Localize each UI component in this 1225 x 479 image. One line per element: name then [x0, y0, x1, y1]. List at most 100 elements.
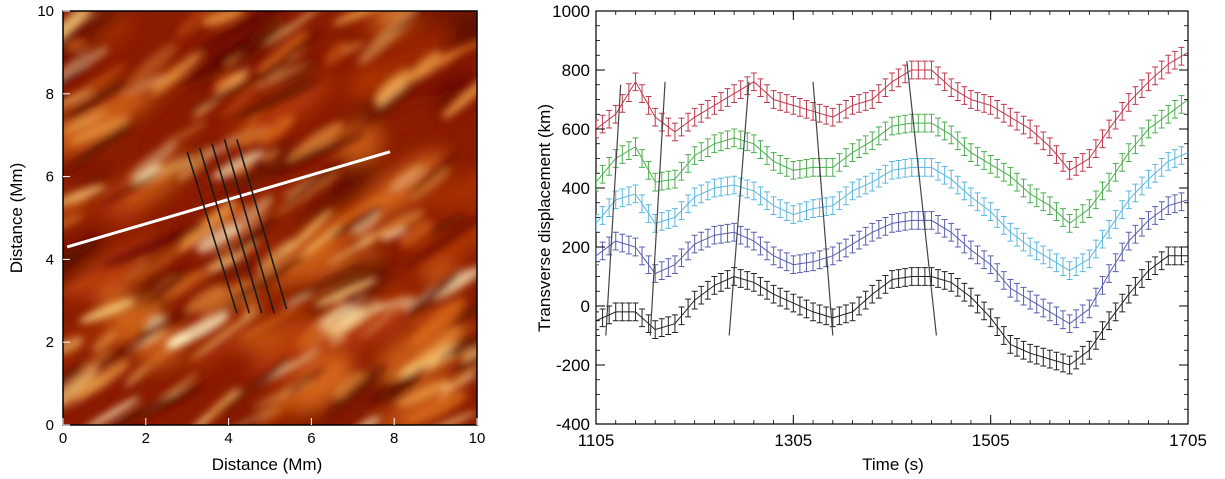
- error-bar: [915, 211, 922, 230]
- plot-x-tick-label: 1505: [972, 431, 1010, 450]
- plot-y-tick-label: 200: [562, 238, 590, 257]
- error-bar: [981, 151, 988, 170]
- error-bar: [691, 234, 698, 254]
- error-bar: [596, 119, 599, 139]
- error-bar: [981, 250, 988, 270]
- error-bar: [967, 287, 974, 307]
- error-bar: [908, 211, 915, 230]
- error-bar: [1165, 196, 1172, 216]
- error-bar: [1119, 242, 1126, 262]
- error-bar: [625, 302, 632, 322]
- error-bar: [862, 290, 869, 310]
- error-bar: [1086, 149, 1093, 168]
- error-bar: [1178, 46, 1185, 66]
- error-bar: [1132, 135, 1139, 155]
- error-bar: [875, 168, 882, 188]
- error-bar: [941, 121, 948, 141]
- plot-x-tick-label: 1705: [1169, 431, 1207, 450]
- error-bar: [678, 117, 685, 137]
- error-bar: [606, 109, 613, 129]
- error-bar: [704, 181, 711, 201]
- error-bar: [1106, 119, 1113, 139]
- error-bar: [711, 178, 718, 198]
- plot-y-tick-label: -200: [556, 356, 590, 375]
- error-bar: [974, 147, 981, 166]
- error-bar: [994, 263, 1001, 282]
- error-bar: [889, 270, 895, 289]
- plot-y-axis-label: Transverse displacement (km): [535, 104, 554, 332]
- error-bar: [842, 148, 849, 167]
- error-bar: [1013, 337, 1020, 357]
- error-bar: [1158, 251, 1165, 271]
- error-bar: [770, 152, 777, 171]
- error-bar: [941, 72, 948, 92]
- error-bar: [698, 184, 705, 204]
- error-bar: [862, 226, 869, 246]
- error-bar: [935, 117, 942, 137]
- error-bar: [619, 302, 626, 322]
- error-bar: [724, 270, 731, 289]
- error-bar: [757, 186, 764, 206]
- error-bar: [1178, 192, 1185, 212]
- error-bar: [691, 290, 698, 310]
- error-bar: [750, 134, 757, 154]
- displacement-series-5: [596, 246, 1188, 375]
- error-bar: [862, 175, 869, 195]
- error-bar: [948, 169, 955, 189]
- error-bar: [849, 234, 856, 254]
- map-y-tick-label: 4: [46, 251, 54, 268]
- error-bar: [882, 217, 889, 236]
- error-bar: [757, 140, 764, 159]
- error-bar: [902, 212, 909, 231]
- displacement-plot-panel: 1105 1305 1505 1705 -400 -200 0 200 400 600 800 100…: [535, 2, 1207, 474]
- error-bar: [1053, 351, 1060, 371]
- error-bar: [810, 158, 817, 177]
- error-bar: [1033, 188, 1040, 208]
- intensity-map-axes: 0 2 4 6 8 10 0 2 4 6 8 10: [37, 3, 485, 447]
- error-bar: [770, 246, 777, 266]
- error-bar: [915, 113, 922, 133]
- error-bar: [1132, 183, 1139, 203]
- intensity-map-panel: 0 2 4 6 8 10 0 2 4 6 8 10 Distance (Mm) Distance (M…: [7, 3, 485, 474]
- error-bar: [915, 60, 922, 80]
- error-bar: [1053, 306, 1060, 326]
- plot-x-tick-label: 1305: [774, 431, 812, 450]
- error-bar: [599, 308, 606, 328]
- error-bar: [829, 158, 836, 177]
- error-bar: [1033, 125, 1040, 145]
- error-bar: [1178, 146, 1185, 165]
- phase-line-3: [728, 81, 750, 336]
- error-bar: [961, 234, 968, 254]
- error-bar: [836, 242, 843, 262]
- cut-line-4: [223, 139, 275, 314]
- error-bar: [625, 83, 632, 102]
- error-bar: [665, 170, 672, 190]
- error-bar: [875, 84, 882, 103]
- error-bar: [665, 258, 672, 277]
- error-bar: [1053, 202, 1060, 221]
- error-bar: [1046, 196, 1053, 216]
- error-bar: [599, 206, 606, 225]
- error-bar: [671, 314, 678, 334]
- plot-x-axis-label: Time (s): [862, 455, 924, 474]
- error-bar: [1020, 286, 1027, 306]
- error-bar: [869, 90, 876, 109]
- error-bar: [895, 269, 902, 288]
- error-bar: [954, 82, 961, 101]
- error-bar: [632, 237, 639, 257]
- error-bar: [1086, 199, 1093, 218]
- error-bar: [1158, 109, 1165, 129]
- error-bar: [1099, 229, 1106, 249]
- cut-line-3: [211, 143, 263, 314]
- error-bar: [1040, 192, 1047, 212]
- error-bar: [1073, 157, 1080, 176]
- error-bar: [1106, 219, 1113, 239]
- error-bar: [652, 172, 659, 192]
- error-bar: [632, 302, 639, 322]
- error-bar: [1013, 111, 1020, 131]
- error-bar: [981, 197, 988, 217]
- error-bar: [1106, 172, 1113, 192]
- plot-y-tick-label: 600: [562, 120, 590, 139]
- error-bar: [711, 96, 718, 115]
- error-bar: [625, 141, 632, 160]
